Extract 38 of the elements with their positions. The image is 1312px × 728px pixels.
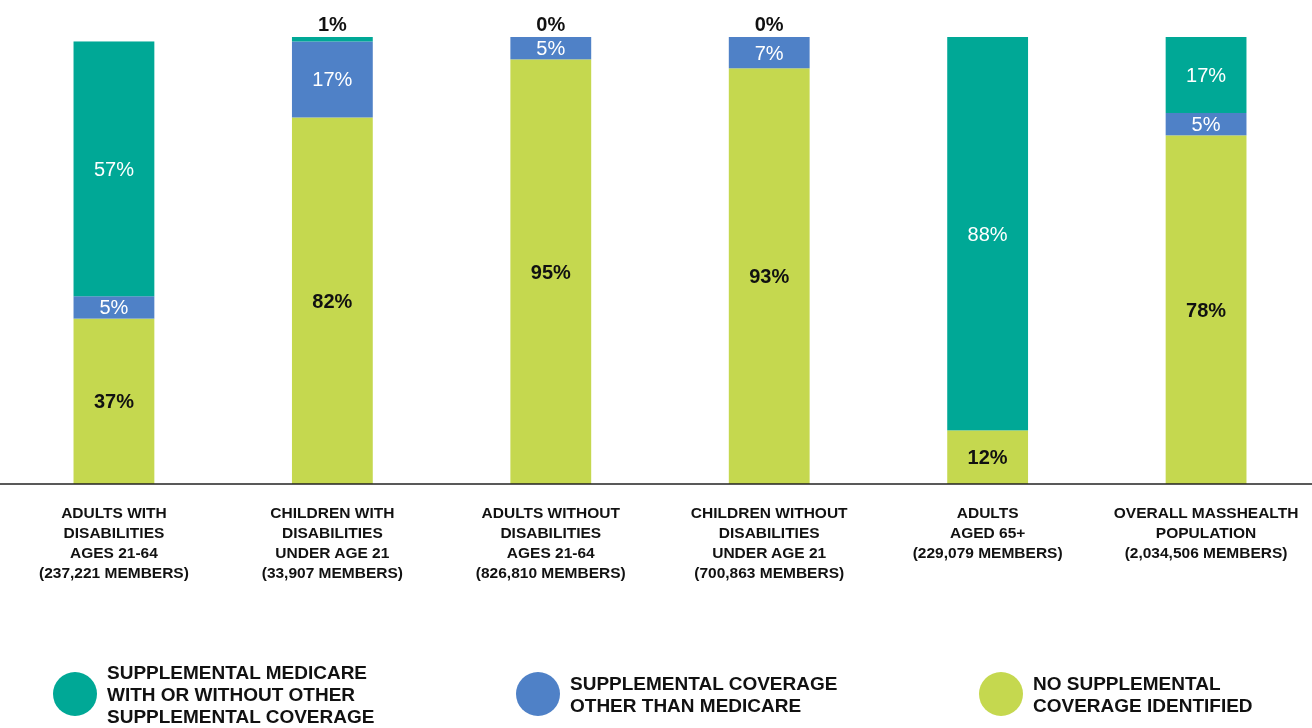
x-tick-label: CHILDREN WITHOUT DISABILITIES UNDER AGE 21 (700,863 MEMBERS) [690,504,849,581]
data-label: 5% [99,296,129,319]
bar [728,37,810,69]
data-label: 78% [1186,298,1227,321]
bar [73,41,155,297]
bar [73,318,155,484]
bar [291,37,373,42]
data-label: 5% [1191,113,1221,136]
bar [728,68,810,484]
x-tick-label: ADULTS AGED 65+ (229,079 MEMBERS) [912,504,1063,561]
data-label: 95% [530,260,572,283]
bar [1165,135,1247,484]
data-label: 17% [312,68,353,91]
data-label: 7% [754,41,784,64]
bar [291,41,373,118]
data-label: 0% [754,13,784,35]
data-label: 12% [967,446,1008,469]
bar [1165,37,1247,113]
legend-label: NO SUPPLEMENTAL COVERAGE IDENTIFIED [1033,672,1253,716]
bar [947,37,1029,431]
x-tick-label: CHILDREN WITH DISABILITIES UNDER AGE 21 (33,907 MEMBERS) [261,504,403,581]
data-label: 57% [93,157,135,180]
data-label: 37% [93,390,135,413]
x-tick-label: ADULTS WITHOUT DISABILITIES AGES 21-64 (826,810 MEMBERS) [475,504,626,581]
data-label: 17% [1186,64,1227,86]
data-label: 0% [536,13,566,35]
data-label: 93% [749,265,790,288]
data-label: 1% [317,13,348,35]
data-label: 88% [967,222,1008,245]
bar [947,430,1029,484]
data-label: 82% [312,289,353,312]
legend-label: SUPPLEMENTAL MEDICARE WITH OR WITHOUT OTHER SUPPLEMENTAL COVERAGE [107,661,375,727]
x-tick-label: OVERALL MASSHEALTH POPULATION (2,034,506 MEMBERS) [1113,504,1299,561]
legend-label: SUPPLEMENTAL COVERAGE OTHER THAN MEDICARE [570,672,838,716]
data-label: 5% [536,37,566,60]
bar [291,117,373,484]
bar [510,59,592,484]
x-tick-label: ADULTS WITH DISABILITIES AGES 21-64 (237,221 MEMBERS) [38,504,189,581]
